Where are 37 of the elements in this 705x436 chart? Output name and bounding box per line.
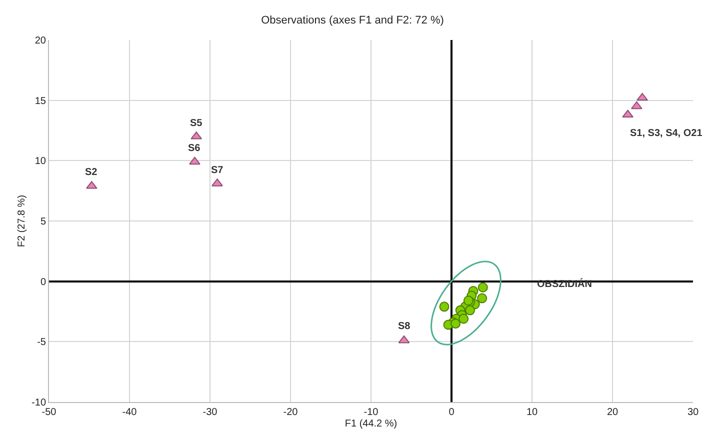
y-tick-label: 0	[40, 276, 46, 288]
x-tick-label: 30	[687, 407, 699, 418]
x-tick-label: 10	[526, 407, 538, 418]
point	[189, 156, 200, 165]
x-tick-label: 0	[448, 407, 455, 418]
x-tick-label: -20	[283, 407, 298, 418]
x-tick-label: 20	[606, 407, 618, 418]
y-tick-label: -10	[32, 398, 46, 408]
point	[458, 314, 469, 324]
point	[636, 92, 648, 101]
point	[439, 302, 450, 312]
y-tick-label: -5	[37, 337, 46, 348]
x-tick-label: -30	[202, 407, 218, 418]
point	[398, 335, 410, 344]
annotation: S5	[190, 118, 203, 129]
point	[450, 318, 461, 329]
point	[630, 101, 642, 110]
annotation: S8	[398, 321, 411, 332]
x-tick-label: -50	[42, 407, 57, 418]
point	[465, 305, 476, 316]
annotation: S2	[85, 167, 98, 178]
point	[478, 282, 488, 292]
y-tick-label: 10	[34, 156, 46, 168]
x-axis-title: F1 (44.2 %)	[344, 418, 398, 430]
y-tick-label: 15	[34, 96, 46, 107]
chart-title: Observations (axes F1 and F2: 72 %)	[261, 14, 444, 26]
y-tick-label: 20	[34, 36, 46, 46]
y-axis-title: F2 (27.8 %)	[16, 194, 28, 248]
annotation: S7	[211, 165, 224, 176]
x-tick-label: -10	[364, 407, 379, 418]
annotation: S1, S3, S4, O21	[630, 128, 703, 139]
y-tick-label: 5	[40, 216, 46, 228]
point	[622, 110, 634, 118]
annotation: OBSZIDIÁN	[537, 278, 592, 290]
annotation: S6	[188, 143, 201, 154]
point	[477, 293, 488, 304]
x-tick-label: -40	[122, 407, 138, 418]
